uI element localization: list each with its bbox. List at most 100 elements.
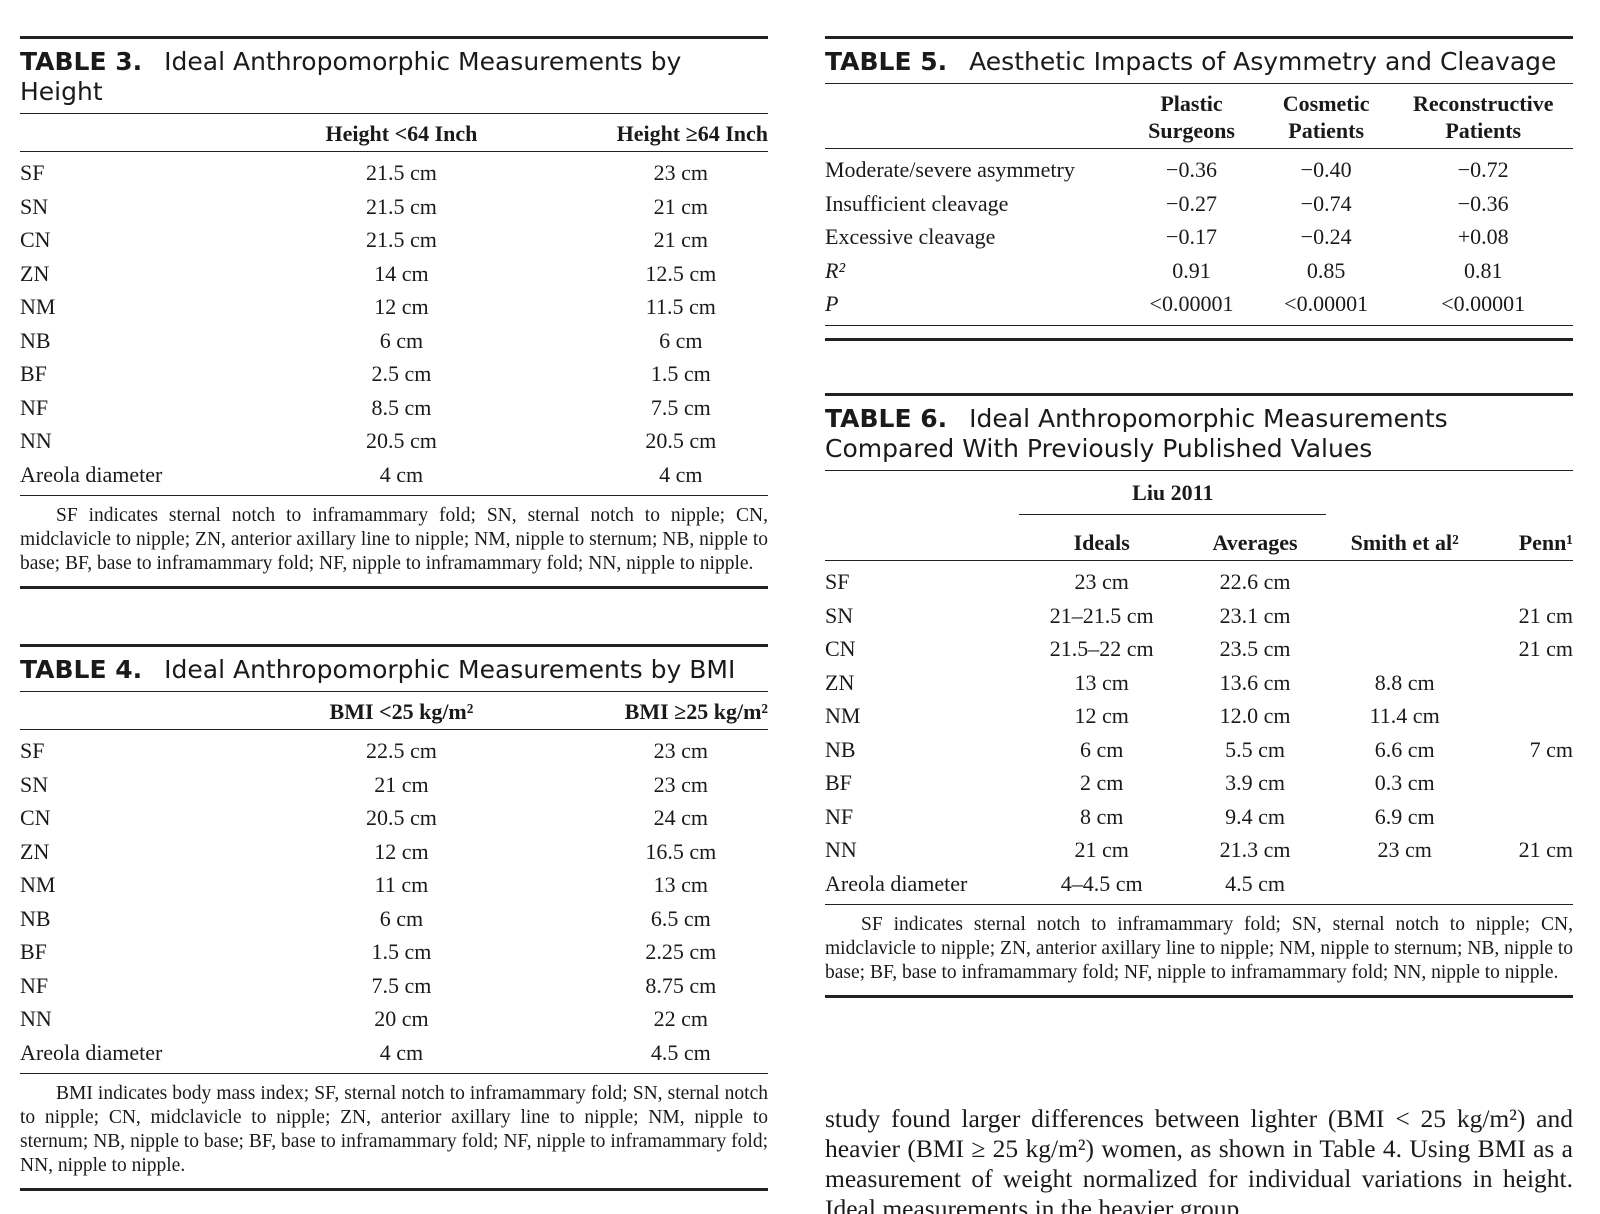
row-label: NF bbox=[20, 394, 49, 420]
cell: 21 cm bbox=[1518, 837, 1573, 863]
table-5: TABLE 5. Aesthetic Impacts of Asymmetry a… bbox=[825, 36, 1573, 341]
cell: 23 cm bbox=[653, 160, 709, 186]
table-row: Moderate/severe asymmetry −0.36 −0.40 −0.72 bbox=[825, 149, 1573, 187]
row-label: SF bbox=[20, 738, 45, 764]
table-row: NN 21 cm 21.3 cm 23 cm 21 cm bbox=[825, 833, 1573, 867]
cell: +0.08 bbox=[1457, 224, 1509, 250]
cell bbox=[1483, 867, 1573, 901]
cell: −0.27 bbox=[1166, 190, 1217, 216]
table-title: Ideal Anthropomorphic Measurements Compa… bbox=[825, 404, 1448, 463]
cell: 13 cm bbox=[1074, 669, 1129, 695]
table-body: Moderate/severe asymmetry −0.36 −0.40 −0.72… bbox=[825, 149, 1573, 321]
column-header: Ideals bbox=[1019, 523, 1185, 561]
table-heading: TABLE 4. Ideal Anthropomorphic Measuremen… bbox=[20, 644, 768, 692]
table-6: TABLE 6. Ideal Anthropomorphic Measuremen… bbox=[825, 393, 1573, 998]
cell: 12.0 cm bbox=[1219, 703, 1291, 729]
cell: 14 cm bbox=[374, 260, 429, 286]
footnote: SF indicates sternal notch to inframamma… bbox=[20, 496, 768, 589]
table-row: NN 20 cm 22 cm bbox=[20, 1002, 768, 1036]
column-header: Cosmetic Patients bbox=[1258, 84, 1394, 149]
cell: 7.5 cm bbox=[371, 972, 432, 998]
table-row: NF 7.5 cm 8.75 cm bbox=[20, 969, 768, 1003]
cell: −0.36 bbox=[1457, 190, 1509, 216]
table-row: NM 12 cm 11.5 cm bbox=[20, 290, 768, 324]
header-spacer bbox=[20, 692, 290, 730]
cell: 6.9 cm bbox=[1374, 803, 1435, 829]
header-spacer bbox=[1326, 471, 1483, 523]
column-header: Height <64 Inch bbox=[289, 114, 514, 152]
table-row: SF 22.5 cm 23 cm bbox=[20, 730, 768, 768]
cell: 6.6 cm bbox=[1374, 736, 1435, 762]
table-row: SN 21–21.5 cm 23.1 cm 21 cm bbox=[825, 599, 1573, 633]
data-table: Liu 2011 Ideals Averages Smith et al² Penn¹ S… bbox=[825, 471, 1573, 900]
header-row: BMI <25 kg/m² BMI ≥25 kg/m² bbox=[20, 692, 768, 730]
row-label: NB bbox=[20, 327, 51, 353]
cell: −0.24 bbox=[1300, 224, 1352, 250]
cell: 1.5 cm bbox=[371, 939, 432, 965]
table-row: Excessive cleavage −0.17 −0.24 +0.08 bbox=[825, 220, 1573, 254]
cell: −0.40 bbox=[1300, 157, 1352, 183]
table-row: ZN 12 cm 16.5 cm bbox=[20, 835, 768, 869]
row-label: SF bbox=[20, 160, 45, 186]
cell: 21 cm bbox=[653, 227, 709, 253]
row-label: ZN bbox=[825, 669, 855, 695]
cell: −0.17 bbox=[1166, 224, 1217, 250]
cell: 22.6 cm bbox=[1219, 569, 1291, 595]
column-header: BMI <25 kg/m² bbox=[289, 692, 514, 730]
cell: 23 cm bbox=[653, 771, 709, 797]
table-body: SF 22.5 cm 23 cm SN 21 cm 23 cm CN 20.5 cm 24 cm… bbox=[20, 730, 768, 1070]
data-table: Plastic Surgeons Cosmetic Patients Reconst… bbox=[825, 84, 1573, 321]
cell: 23 cm bbox=[653, 738, 709, 764]
table-row: CN 21.5–22 cm 23.5 cm 21 cm bbox=[825, 632, 1573, 666]
row-label: ZN bbox=[20, 260, 50, 286]
cell: 4 cm bbox=[659, 461, 703, 487]
row-label: NM bbox=[20, 872, 56, 898]
table-title: Ideal Anthropomorphic Measurements by He… bbox=[20, 47, 682, 106]
cell: 6.5 cm bbox=[650, 905, 711, 931]
row-label: NN bbox=[20, 428, 52, 454]
row-label: SN bbox=[20, 771, 49, 797]
cell: 4 cm bbox=[379, 461, 424, 487]
cell bbox=[1483, 699, 1573, 733]
cell: 11.4 cm bbox=[1369, 703, 1440, 729]
row-label: Moderate/severe asymmetry bbox=[825, 157, 1075, 183]
cell: 21 cm bbox=[653, 193, 709, 219]
table-row: Areola diameter 4 cm 4 cm bbox=[20, 458, 768, 492]
cell: 6 cm bbox=[379, 327, 424, 353]
table-heading: TABLE 5. Aesthetic Impacts of Asymmetry a… bbox=[825, 36, 1573, 84]
cell: 21.5 cm bbox=[366, 160, 437, 186]
table-row: R² 0.91 0.85 0.81 bbox=[825, 254, 1573, 288]
row-label: SF bbox=[825, 569, 850, 595]
cell: 23 cm bbox=[1377, 837, 1432, 863]
cell: 12 cm bbox=[374, 838, 429, 864]
table-head: Height <64 Inch Height ≥64 Inch bbox=[20, 114, 768, 152]
cell: <0.00001 bbox=[1149, 291, 1234, 317]
table-wrap: Height <64 Inch Height ≥64 Inch SF 21.5 cm 2… bbox=[20, 114, 768, 496]
cell: 23 cm bbox=[1074, 569, 1129, 595]
group-rule: Liu 2011 bbox=[1019, 479, 1327, 515]
table-row: CN 20.5 cm 24 cm bbox=[20, 801, 768, 835]
table-row: Insufficient cleavage −0.27 −0.74 −0.36 bbox=[825, 187, 1573, 221]
table-row: ZN 13 cm 13.6 cm 8.8 cm bbox=[825, 666, 1573, 700]
cell: −0.74 bbox=[1300, 190, 1352, 216]
cell bbox=[1326, 867, 1483, 901]
cell bbox=[1483, 561, 1573, 599]
table-row: SN 21.5 cm 21 cm bbox=[20, 190, 768, 224]
row-label: SN bbox=[20, 193, 49, 219]
cell: 0.81 bbox=[1463, 257, 1503, 283]
cell bbox=[1326, 561, 1483, 599]
cell: 8 cm bbox=[1080, 803, 1124, 829]
header-spacer bbox=[825, 84, 1125, 149]
cell: 8.8 cm bbox=[1374, 669, 1435, 695]
row-label: ZN bbox=[20, 838, 50, 864]
cell: 6 cm bbox=[379, 905, 424, 931]
cell: <0.00001 bbox=[1284, 291, 1369, 317]
table-label: TABLE 4. bbox=[20, 655, 143, 684]
cell: 2 cm bbox=[1080, 770, 1124, 796]
cell bbox=[1483, 766, 1573, 800]
column-header: Reconstructive Patients bbox=[1393, 84, 1573, 149]
column-header: Plastic Surgeons bbox=[1124, 84, 1259, 149]
group-row: Liu 2011 bbox=[825, 471, 1573, 523]
table-row: NB 6 cm 5.5 cm 6.6 cm 7 cm bbox=[825, 733, 1573, 767]
cell bbox=[1483, 800, 1573, 834]
